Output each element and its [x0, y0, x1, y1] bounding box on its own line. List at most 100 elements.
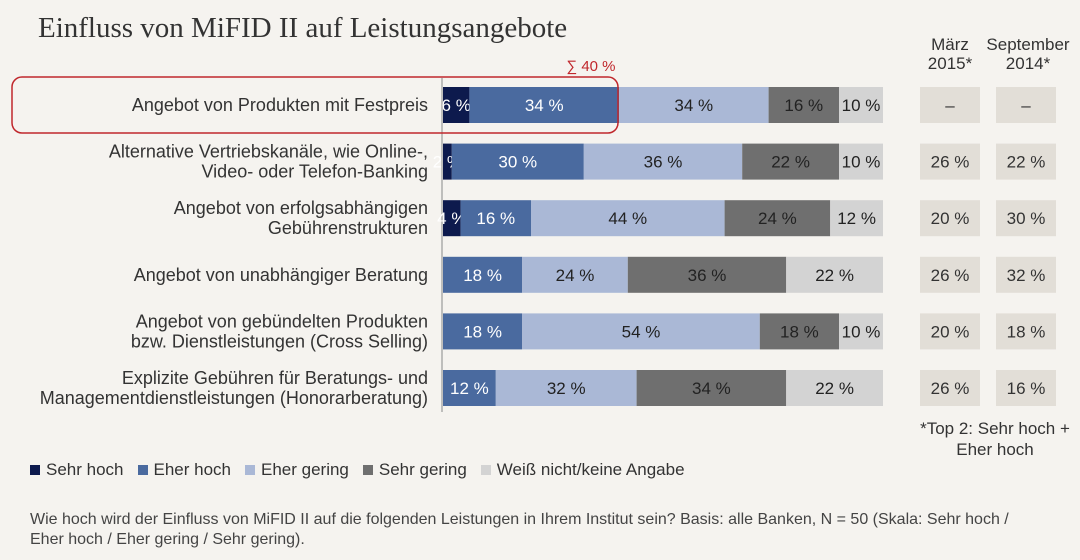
legend-swatch [30, 465, 40, 475]
legend-label: Eher gering [261, 460, 349, 479]
data-label: 10 % [842, 153, 881, 172]
legend-label: Weiß nicht/keine Angabe [496, 460, 685, 479]
comparison-box [920, 313, 980, 350]
data-label: 34 % [674, 96, 713, 115]
comparison-value: – [945, 96, 955, 115]
legend-item: Eher gering [245, 460, 349, 480]
category-label: Explizite Gebühren für Beratungs- und [122, 368, 428, 388]
data-label: 12 % [450, 379, 489, 398]
data-label: 22 % [815, 379, 854, 398]
comparison-header: 2015* [928, 54, 973, 73]
comparison-header: März [931, 35, 969, 54]
comparison-box [996, 87, 1056, 123]
legend-item: Sehr hoch [30, 460, 124, 480]
category-label: Gebührenstrukturen [268, 218, 428, 238]
comparison-value: 16 % [1007, 379, 1046, 398]
bar-segment [636, 370, 787, 406]
bar-segment [839, 313, 883, 350]
bar-segment [469, 87, 619, 123]
category-label: Video- oder Telefon-Banking [202, 162, 429, 182]
comparison-value: 32 % [1007, 266, 1046, 285]
comparison-value: 22 % [1007, 153, 1046, 172]
chart-area: Angebot von Produkten mit Festpreis 6 % 34… [11, 35, 1070, 412]
comparison-value: 26 % [931, 379, 970, 398]
data-label: 6 % [442, 96, 471, 115]
legend-swatch [137, 465, 148, 475]
data-label: 24 % [758, 209, 797, 228]
data-label: 16 % [476, 209, 515, 228]
category-label: Angebot von Produkten mit Festpreis [132, 95, 428, 115]
legend: Sehr hoch Eher hoch Eher gering Sehr gering… [30, 460, 699, 480]
comparison-box [996, 370, 1056, 406]
data-label: 18 % [463, 322, 502, 341]
category-label: Angebot von erfolgsabhängigen [174, 198, 428, 218]
data-label: 10 % [842, 96, 881, 115]
bar-segment [531, 200, 725, 237]
data-label: 30 % [498, 153, 537, 172]
comparison-value: 30 % [1007, 209, 1046, 228]
data-label: 18 % [463, 266, 502, 285]
category-label: Alternative Vertriebskanäle, wie Online-… [109, 142, 428, 162]
bar-segment [522, 313, 760, 350]
category-label: Managementdienstleistungen (Honorarberat… [40, 388, 428, 408]
comparison-value: 26 % [931, 153, 970, 172]
data-label: 12 % [837, 209, 876, 228]
data-label: 10 % [842, 322, 881, 341]
data-label: 36 % [644, 153, 683, 172]
legend-label: Eher hoch [153, 460, 232, 479]
legend-label: Sehr hoch [46, 460, 124, 479]
comparison-value: 20 % [931, 322, 970, 341]
bar-segment [443, 370, 496, 406]
comparison-box [920, 143, 980, 180]
footnote: *Top 2: Sehr hoch + Eher hoch [920, 419, 1070, 459]
bar-segment [830, 200, 883, 237]
data-label: 4 % [437, 209, 466, 228]
data-label: 32 % [547, 379, 586, 398]
bar-segment [443, 313, 523, 350]
category-label: Angebot von gebündelten Produkten [136, 311, 428, 331]
bar-segment [786, 256, 883, 293]
bar-segment [786, 370, 883, 406]
bar-segment [495, 370, 637, 406]
comparison-box [920, 200, 980, 237]
comparison-value: 26 % [931, 266, 970, 285]
bar-segment [583, 143, 743, 180]
bar-segment [627, 256, 787, 293]
bar-segment [742, 143, 839, 180]
comparison-header: 2014* [1006, 54, 1051, 73]
bar-segment [619, 87, 769, 123]
data-label: 22 % [815, 266, 854, 285]
data-label: 34 % [692, 379, 731, 398]
bar-segment [443, 200, 461, 237]
data-label: 36 % [688, 266, 727, 285]
comparison-box [996, 143, 1056, 180]
bar-segment [839, 143, 883, 180]
bar-segment [759, 313, 839, 350]
comparison-box [920, 256, 980, 293]
comparison-value: 18 % [1007, 322, 1046, 341]
comparison-box [920, 370, 980, 406]
comparison-value: 20 % [931, 209, 970, 228]
bar-segment [724, 200, 831, 237]
bar-segment [443, 256, 523, 293]
legend-swatch [362, 465, 373, 475]
bar-segment [839, 87, 883, 123]
chart-title: Einfluss von MiFID II auf Leistungsangeb… [38, 12, 568, 44]
data-label: 22 % [771, 153, 810, 172]
highlight-frame [11, 76, 619, 134]
legend-item: Sehr gering [362, 460, 467, 480]
comparison-box [996, 200, 1056, 237]
legend-swatch [245, 465, 255, 475]
comparison-box [920, 87, 980, 123]
legend-swatch [480, 465, 491, 475]
bar-segment [443, 143, 452, 180]
data-label: 54 % [622, 322, 661, 341]
data-label: 44 % [608, 209, 647, 228]
bar-segment [522, 256, 628, 293]
data-label: 16 % [784, 96, 823, 115]
bar-segment [460, 200, 531, 237]
comparison-box [996, 313, 1056, 350]
data-label: 24 % [556, 266, 595, 285]
legend-item: Weiß nicht/keine Angabe [480, 460, 685, 480]
comparison-box [996, 256, 1056, 293]
